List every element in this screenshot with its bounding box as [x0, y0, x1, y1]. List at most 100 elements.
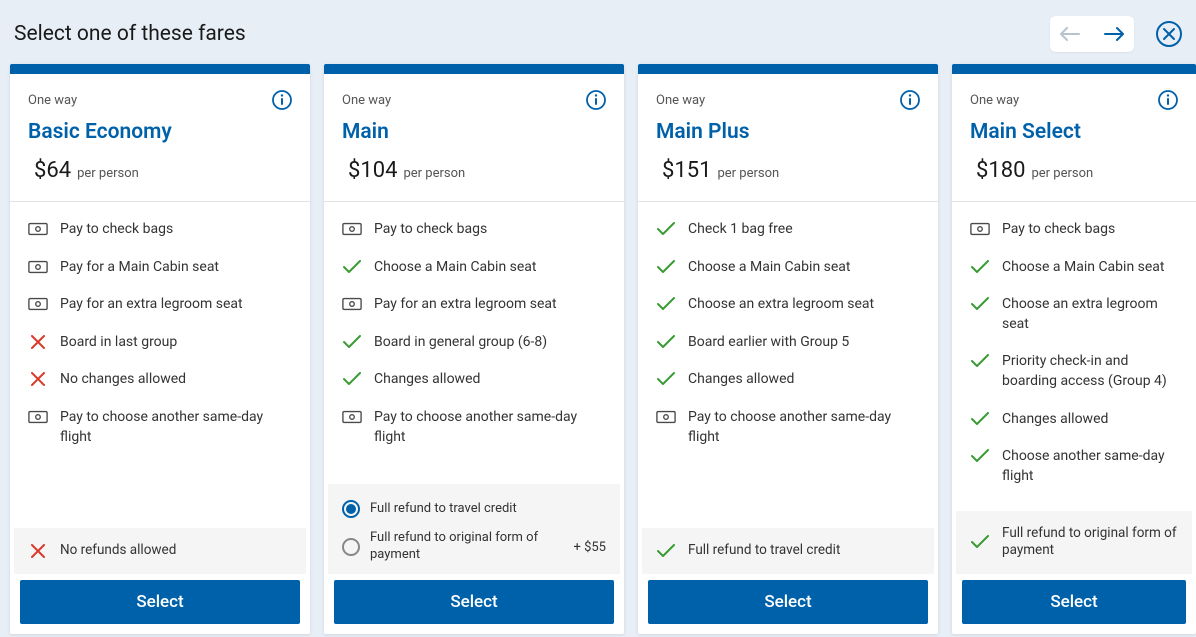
fare-name: Main Select [970, 120, 1178, 144]
trip-row: One way [28, 90, 292, 110]
card-bottom: Full refund to travel credit Select [638, 528, 938, 634]
fare-cards-row: One wayBasic Economy$64per personPay to … [0, 64, 1196, 634]
trip-row: One way [342, 90, 606, 110]
x-icon [28, 370, 48, 388]
select-button[interactable]: Select [334, 580, 614, 624]
fare-card: One wayBasic Economy$64per personPay to … [10, 64, 310, 634]
trip-type: One way [970, 93, 1019, 108]
next-arrow[interactable] [1104, 24, 1124, 44]
feature-text: Choose a Main Cabin seat [688, 258, 851, 278]
fare-price: $104 [348, 158, 397, 183]
fare-feature: Choose a Main Cabin seat [342, 258, 606, 278]
refund-option-label: Full refund to original form of payment [370, 530, 563, 564]
info-button[interactable] [900, 90, 920, 110]
check-icon [342, 333, 362, 351]
fare-feature: Choose an extra legroom seat [970, 295, 1178, 334]
fare-feature: Board in general group (6-8) [342, 333, 606, 353]
feature-text: Board earlier with Group 5 [688, 333, 849, 353]
refund-box: Full refund to travel credit Full refund … [328, 484, 620, 574]
fare-feature: Board in last group [28, 333, 292, 353]
dollar-icon [342, 220, 362, 238]
feature-text: No changes allowed [60, 370, 186, 390]
feature-text: Changes allowed [374, 370, 480, 390]
dollar-icon [28, 258, 48, 276]
refund-box: No refunds allowed [14, 528, 306, 574]
per-person: per person [1031, 166, 1093, 181]
per-person: per person [717, 166, 779, 181]
refund-box: Full refund to original form of payment [956, 511, 1192, 574]
feature-text: Changes allowed [1002, 410, 1108, 430]
info-button[interactable] [272, 90, 292, 110]
feature-text: Pay to check bags [60, 220, 173, 240]
arrow-left-icon [1060, 27, 1080, 41]
refund-option[interactable]: Full refund to original form of payment +… [342, 524, 606, 570]
info-button[interactable] [586, 90, 606, 110]
check-icon [970, 447, 990, 465]
refund-option-extra: + $55 [573, 540, 606, 555]
card-header: One wayMain Select$180per person [952, 74, 1196, 202]
fare-feature: Pay to choose another same-day flight [342, 408, 606, 447]
check-icon [656, 333, 676, 351]
refund-box: Full refund to travel credit [642, 528, 934, 574]
dollar-icon [28, 295, 48, 313]
refund-option-label: Full refund to travel credit [370, 501, 606, 518]
card-header: One wayMain$104per person [324, 74, 624, 202]
feature-text: Pay to choose another same-day flight [374, 408, 606, 447]
select-button[interactable]: Select [648, 580, 928, 624]
card-bottom: Full refund to travel credit Full refund … [324, 484, 624, 634]
feature-text: Priority check-in and boarding access (G… [1002, 352, 1178, 391]
dollar-icon [342, 408, 362, 426]
per-person: per person [77, 166, 139, 181]
check-icon [656, 370, 676, 388]
feature-text: Check 1 bag free [688, 220, 793, 240]
trip-type: One way [342, 93, 391, 108]
fare-feature: Changes allowed [342, 370, 606, 390]
info-button[interactable] [1158, 90, 1178, 110]
select-button[interactable]: Select [962, 580, 1186, 624]
fare-card: One wayMain Plus$151per person Check 1 ba… [638, 64, 938, 634]
trip-row: One way [656, 90, 920, 110]
feature-text: Pay for a Main Cabin seat [60, 258, 219, 278]
card-accent-bar [324, 64, 624, 74]
trip-type: One way [656, 93, 705, 108]
radio-icon [342, 538, 360, 556]
x-icon [28, 542, 48, 560]
refund-option[interactable]: Full refund to travel credit [342, 494, 606, 524]
feature-text: Pay to check bags [1002, 220, 1115, 240]
carousel-nav [1050, 16, 1134, 52]
fare-feature: Changes allowed [970, 410, 1178, 430]
dollar-icon [342, 295, 362, 313]
fare-name: Main [342, 120, 606, 144]
prev-arrow[interactable] [1060, 24, 1080, 44]
dollar-icon [970, 220, 990, 238]
fare-feature: Choose an extra legroom seat [656, 295, 920, 315]
refund-row: Full refund to travel credit [656, 538, 920, 564]
dollar-icon [28, 220, 48, 238]
dollar-icon [28, 408, 48, 426]
fare-card: One wayMain$104per personPay to check ba… [324, 64, 624, 634]
fare-price: $64 [34, 158, 71, 183]
page-title: Select one of these fares [14, 22, 246, 46]
card-header: One wayMain Plus$151per person [638, 74, 938, 202]
fare-feature: Choose another same-day flight [970, 447, 1178, 486]
card-accent-bar [952, 64, 1196, 74]
feature-text: Choose a Main Cabin seat [1002, 258, 1165, 278]
card-header: One wayBasic Economy$64per person [10, 74, 310, 202]
card-accent-bar [10, 64, 310, 74]
fare-feature: No changes allowed [28, 370, 292, 390]
fare-feature: Pay for an extra legroom seat [342, 295, 606, 315]
header-controls [1050, 16, 1182, 52]
check-icon [656, 258, 676, 276]
select-button[interactable]: Select [20, 580, 300, 624]
feature-text: Choose an extra legroom seat [688, 295, 874, 315]
fare-feature: Pay to choose another same-day flight [656, 408, 920, 447]
refund-row: No refunds allowed [28, 538, 292, 564]
fare-feature: Check 1 bag free [656, 220, 920, 240]
feature-text: Choose a Main Cabin seat [374, 258, 537, 278]
refund-row: Full refund to original form of payment [970, 521, 1178, 564]
arrow-right-icon [1104, 27, 1124, 41]
feature-text: Pay to check bags [374, 220, 487, 240]
check-icon [656, 542, 676, 560]
close-button[interactable] [1156, 21, 1182, 47]
card-accent-bar [638, 64, 938, 74]
